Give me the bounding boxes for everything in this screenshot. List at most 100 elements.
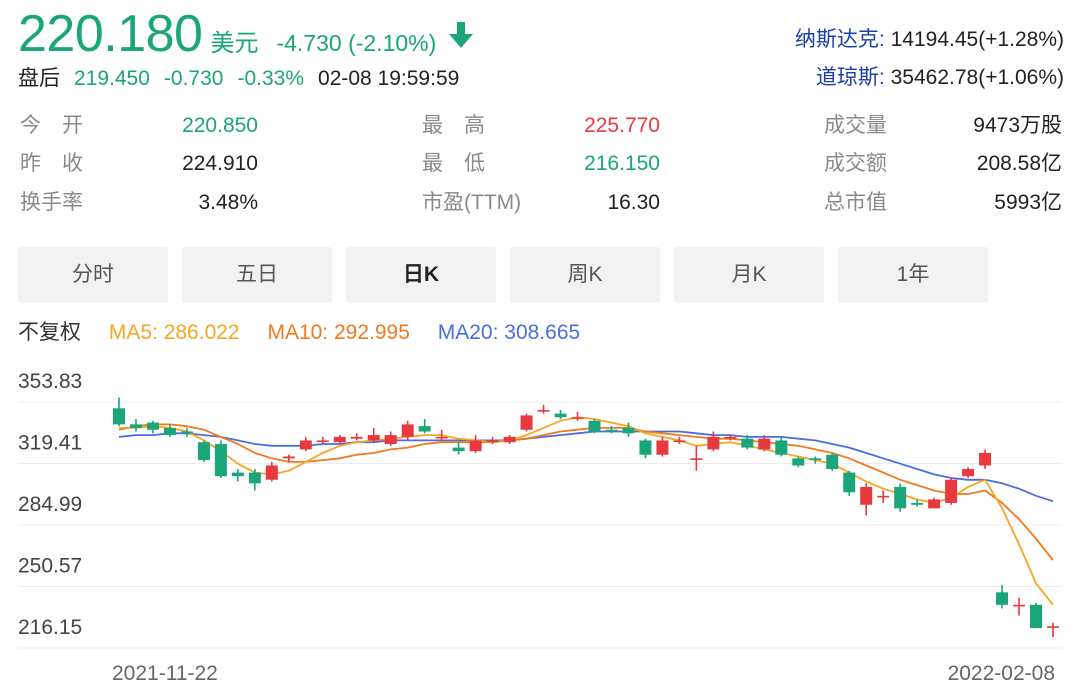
candle-body	[350, 436, 363, 439]
candle-body	[163, 427, 176, 436]
candle-body	[248, 472, 261, 484]
candle-body	[146, 422, 159, 430]
candle-body	[554, 413, 567, 418]
candle-body	[741, 438, 754, 448]
candle-body	[877, 495, 890, 498]
candle-body	[452, 447, 465, 452]
candle-body	[214, 444, 227, 477]
candle-body	[113, 408, 125, 425]
candle-body	[1047, 626, 1059, 628]
candle-body	[843, 472, 856, 493]
stat-value: 208.58亿	[976, 152, 1062, 175]
candle-body	[180, 431, 193, 434]
ma20-label: MA20: 308.665	[437, 321, 581, 344]
stat-label: 昨 收	[20, 152, 83, 175]
candle-body	[894, 486, 907, 509]
stat-label: 总市值	[824, 191, 887, 214]
candle-body	[656, 440, 669, 455]
candle-body	[962, 469, 975, 477]
tab-period[interactable]: 日K	[346, 247, 496, 303]
index-name: 道琼斯:	[815, 66, 885, 89]
y-tick-label: 319.41	[18, 432, 82, 455]
candle-body	[826, 454, 839, 470]
candle-body	[911, 502, 924, 505]
candle-body	[571, 417, 584, 419]
y-tick-label: 216.15	[18, 616, 82, 639]
candle-body	[316, 440, 329, 443]
candle-body	[265, 465, 278, 480]
candle-body	[384, 435, 397, 445]
candle-body	[231, 472, 244, 477]
candle-body	[129, 424, 142, 428]
candle-body	[1030, 604, 1043, 629]
candle-body	[707, 436, 720, 450]
currency-label: 美元	[210, 30, 259, 57]
price-header: 220.180 美元 -4.730 (-2.10%)	[18, 4, 474, 64]
y-tick-label: 250.57	[18, 555, 82, 578]
index-value: 35462.78(+1.06%)	[890, 66, 1064, 89]
stat-value: 5993亿	[994, 191, 1062, 214]
candle-body	[367, 435, 380, 441]
candle-body	[792, 458, 805, 466]
after-hours-percent: -0.33%	[237, 67, 305, 90]
ma20-line	[118, 430, 1054, 503]
candle-body	[690, 458, 703, 460]
candle-body	[758, 438, 771, 450]
ma10-line	[118, 423, 1054, 561]
candle-body	[775, 440, 788, 455]
candle-body	[945, 479, 958, 503]
stat-value: 16.30	[607, 191, 660, 214]
candle-body	[588, 420, 601, 432]
last-price: 220.180	[18, 5, 203, 63]
candle-body	[1013, 604, 1026, 607]
index-name: 纳斯达克:	[794, 28, 885, 51]
ma10-label: MA10: 292.995	[267, 321, 410, 344]
candle-body	[724, 436, 737, 439]
candle-body	[197, 442, 210, 461]
arrow-down-icon	[449, 22, 474, 48]
adjust-mode-label[interactable]: 不复权	[18, 321, 81, 344]
after-hours-row: 盘后 219.450 -0.730 -0.33% 02-08 19:59:59	[18, 64, 473, 94]
stat-label: 成交额	[824, 152, 887, 175]
price-change: -4.730 (-2.10%)	[276, 30, 437, 56]
stat-label: 最 高	[422, 114, 485, 137]
candlestick-chart[interactable]: 353.83 319.41 284.99 250.57 216.15 2021-11-22…	[0, 360, 1080, 698]
ma5-label: MA5: 286.022	[108, 321, 240, 344]
stat-label: 今 开	[20, 114, 83, 137]
tab-period[interactable]: 1年	[838, 247, 988, 303]
candle-body	[673, 440, 686, 443]
candle-body	[469, 440, 482, 452]
candle-body	[333, 436, 346, 443]
y-tick-label: 353.83	[18, 370, 82, 393]
stat-label: 成交量	[824, 114, 887, 137]
after-hours-time: 02-08 19:59:59	[318, 67, 460, 90]
tab-period[interactable]: 周K	[510, 247, 660, 303]
candle-body	[996, 592, 1009, 605]
stat-value: 224.910	[182, 152, 258, 175]
candle-body	[622, 427, 635, 434]
tab-period[interactable]: 五日	[182, 247, 332, 303]
candle-body	[860, 486, 873, 505]
stat-value: 216.150	[584, 152, 660, 175]
tab-period[interactable]: 月K	[674, 247, 824, 303]
candle-body	[418, 426, 431, 432]
candle-body	[503, 436, 516, 443]
candle-body	[809, 458, 822, 461]
x-end-label: 2022-02-08	[948, 662, 1055, 685]
candle-body	[928, 499, 941, 509]
index-value: 14194.45(+1.28%)	[890, 28, 1064, 51]
candle-body	[486, 440, 499, 443]
candle-body	[639, 440, 652, 455]
y-tick-label: 284.99	[18, 493, 82, 516]
stat-value: 9473万股	[973, 114, 1062, 137]
tab-period[interactable]: 分时	[18, 247, 168, 303]
x-start-label: 2021-11-22	[112, 662, 218, 685]
index-dow-jones[interactable]: 道琼斯: 35462.78(+1.06%)	[816, 64, 1064, 92]
after-hours-price: 219.450	[74, 67, 150, 90]
stat-value: 3.48%	[198, 191, 258, 214]
candle-body	[401, 424, 414, 437]
stat-label: 市盈(TTM)	[422, 191, 522, 214]
candle-body	[537, 410, 550, 412]
index-nasdaq[interactable]: 纳斯达克: 14194.45(+1.28%)	[795, 26, 1064, 54]
candle-body	[605, 429, 618, 432]
